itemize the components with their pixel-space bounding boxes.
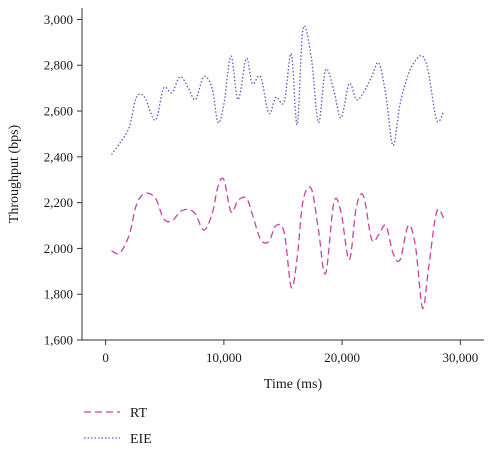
x-tick-label: 10,000 <box>206 350 242 365</box>
legend-label-eie: EIE <box>130 432 152 447</box>
y-tick-label: 2,800 <box>44 58 73 73</box>
legend-item-rt: RT <box>84 406 147 421</box>
y-tick-label: 2,600 <box>44 104 73 119</box>
x-axis-title: Time (ms) <box>264 377 323 392</box>
y-tick-label: 2,200 <box>44 195 73 210</box>
series-layer <box>111 25 445 309</box>
y-tick-label: 1,800 <box>44 287 73 302</box>
y-tick-label: 1,600 <box>44 333 73 348</box>
y-axis-ticks: 1,600 1,800 2,000 2,200 2,400 2,600 2,800 3,000 <box>44 12 82 348</box>
series-line-eie <box>111 25 445 155</box>
x-tick-label: 0 <box>102 350 109 365</box>
x-axis-ticks: 0 10,000 20,000 30,000 <box>102 340 478 365</box>
legend-item-eie: EIE <box>84 432 152 447</box>
x-tick-label: 30,000 <box>442 350 478 365</box>
y-tick-label: 3,000 <box>44 12 73 27</box>
x-tick-label: 20,000 <box>324 350 360 365</box>
y-tick-label: 2,400 <box>44 149 73 164</box>
legend-label-rt: RT <box>130 406 147 421</box>
y-axis-title: Throughput (bps) <box>7 124 22 223</box>
legend: RT EIE <box>84 406 152 447</box>
plot-area: 0 10,000 20,000 30,000 1,600 1,800 2,000 2,200… <box>44 8 484 365</box>
y-tick-label: 2,000 <box>44 241 73 256</box>
series-line-rt <box>111 177 445 309</box>
